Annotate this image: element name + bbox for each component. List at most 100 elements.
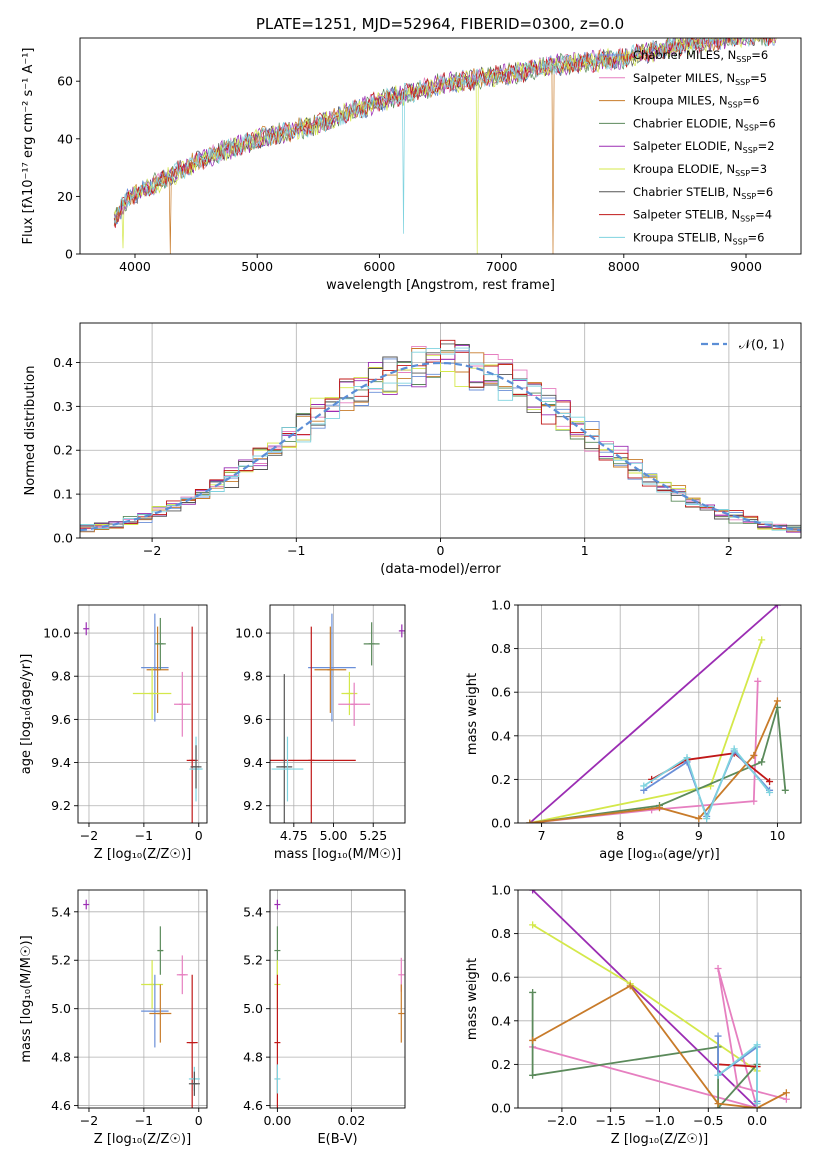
legend-entry: Salpeter MILES, NSSP=5: [633, 71, 767, 87]
plot-area: [270, 613, 405, 823]
y-tick-label: 9.4: [243, 755, 263, 770]
y-tick-label: 0.0: [491, 816, 511, 831]
x-tick-label: −2: [80, 1113, 98, 1128]
weight-marker: [773, 605, 781, 609]
x-axis-label: wavelength [Angstrom, rest frame]: [326, 278, 555, 293]
spectrum-line: [113, 38, 773, 234]
weight-line-kroupa-stelib: [717, 1042, 758, 1104]
weight-marker: [750, 751, 758, 759]
y-tick-label: 0: [65, 247, 73, 262]
y-tick-label: 0.6: [491, 685, 511, 700]
weight-marker: [781, 786, 789, 794]
x-tick-label: −0.5: [693, 1113, 723, 1128]
x-tick-label: 4.75: [280, 828, 308, 843]
y-axis-label: Flux [fλ10⁻¹⁷ erg cm⁻² s⁻¹ A⁻¹]: [21, 48, 36, 245]
plot-area: [274, 899, 405, 1108]
weight-marker: [714, 1071, 722, 1079]
weight-marker: [758, 636, 766, 644]
x-tick-label: 1: [581, 543, 589, 558]
x-tick-label: −1.0: [644, 1113, 674, 1128]
y-tick-label: 0.4: [53, 355, 73, 370]
weight-marker: [766, 778, 774, 786]
weight-marker: [753, 1100, 761, 1108]
x-tick-label: 5.25: [359, 828, 387, 843]
weight-marker: [695, 815, 703, 823]
plot-residuals: −2 −1 0 1 2 0.0 0.1 0.2 0.3 0.4 (data-model)/error…: [23, 322, 802, 577]
plot-area: [80, 339, 801, 533]
legend-entry: Kroupa STELIB, NSSP=6: [633, 230, 764, 246]
y-tick-label: 9.8: [243, 669, 263, 684]
y-tick-label: 4.6: [51, 1098, 71, 1113]
weight-marker: [758, 758, 766, 766]
y-tick-label: 0.2: [491, 1057, 511, 1072]
plot-area: [529, 890, 790, 1108]
legend-entry: Kroupa ELODIE, NSSP=3: [633, 162, 767, 178]
y-tick-label: 0.3: [53, 399, 73, 414]
weight-marker: [529, 890, 537, 894]
weight-marker: [782, 1089, 790, 1097]
axes-frame: [269, 604, 406, 824]
x-axis-label: E(B-V): [317, 1132, 357, 1147]
weight-marker: [766, 788, 774, 796]
y-tick-label: 9.4: [51, 755, 71, 770]
weight-marker: [529, 1036, 537, 1044]
y-axis-label: mass [log₁₀(M/M☉)]: [19, 935, 34, 1062]
y-tick-label: 1.0: [491, 598, 511, 613]
weight-marker: [529, 988, 537, 996]
plot-age-vs-mass: 4.75 5.00 5.25 9.2 9.4 9.6 9.8 10.0 mass [log₁₀(…: [235, 604, 406, 862]
x-tick-label: 0: [195, 1113, 203, 1128]
y-axis-label: mass weight: [465, 673, 480, 755]
y-axis-label: age [log₁₀(age/yr)]: [19, 654, 34, 775]
weight-marker: [754, 677, 762, 685]
plot-area: [526, 605, 789, 823]
x-tick-label: 8000: [608, 259, 640, 274]
legend-entry: Chabrier ELODIE, NSSP=6: [633, 116, 776, 132]
x-tick-label: 5000: [241, 259, 273, 274]
axes-frame: [79, 37, 802, 255]
x-tick-label: 0: [437, 543, 445, 558]
plot-area: [83, 613, 203, 823]
x-tick-label: −1: [135, 828, 153, 843]
weight-marker: [529, 1071, 537, 1079]
y-tick-label: 5.4: [243, 904, 263, 919]
weight-line-chabrier-miles: [643, 749, 771, 819]
x-tick-label: 0: [195, 828, 203, 843]
weight-marker: [626, 982, 634, 990]
axes-frame: [269, 889, 406, 1109]
y-tick-label: 0.2: [53, 443, 73, 458]
weight-marker: [714, 1032, 722, 1040]
figure-title: PLATE=1251, MJD=52964, FIBERID=0300, z=0…: [256, 15, 624, 33]
axes-frame: [77, 889, 208, 1109]
weight-marker: [526, 819, 534, 823]
legend-entry: Kroupa MILES, NSSP=6: [633, 94, 759, 110]
y-tick-label: 9.2: [51, 798, 71, 813]
legend-entry: Chabrier MILES, NSSP=6: [633, 48, 768, 64]
plot-weight-vs-age: 7 8 9 10 0.0 0.2 0.4 0.6 0.8 1.0 age [log₁₀(age/yr…: [465, 598, 802, 862]
y-tick-label: 0.6: [491, 970, 511, 985]
x-axis-label: age [log₁₀(age/yr)]: [599, 847, 720, 862]
y-tick-label: 5.0: [243, 1001, 263, 1016]
plot-mass-vs-Z: −2 −1 0 4.6 4.8 5.0 5.2 5.4 Z [log₁₀(Z/Z☉)] mass …: [19, 889, 208, 1147]
y-tick-label: 0.8: [491, 926, 511, 941]
x-tick-label: 5.00: [320, 828, 348, 843]
x-tick-label: −2: [80, 828, 98, 843]
y-tick-label: 4.8: [51, 1050, 71, 1065]
y-tick-label: 5.2: [51, 953, 71, 968]
weight-marker: [640, 782, 648, 790]
y-axis-label: mass weight: [465, 958, 480, 1040]
y-tick-label: 10.0: [235, 626, 263, 641]
x-tick-label: 4000: [119, 259, 151, 274]
y-axis-label: Normed distribution: [23, 366, 38, 496]
weight-marker: [773, 697, 781, 705]
axes-frame: [77, 604, 208, 824]
x-axis-label: Z [log₁₀(Z/Z☉)]: [94, 847, 191, 862]
legend-entry: 𝒩(0, 1): [739, 337, 785, 352]
y-tick-label: 4.6: [243, 1098, 263, 1113]
y-tick-label: 0.2: [491, 772, 511, 787]
x-tick-label: −2: [143, 543, 161, 558]
weight-marker: [750, 797, 758, 805]
y-tick-label: 0.4: [491, 728, 511, 743]
legend-entry: Chabrier STELIB, NSSP=6: [633, 185, 773, 201]
x-tick-label: −1.5: [596, 1113, 626, 1128]
